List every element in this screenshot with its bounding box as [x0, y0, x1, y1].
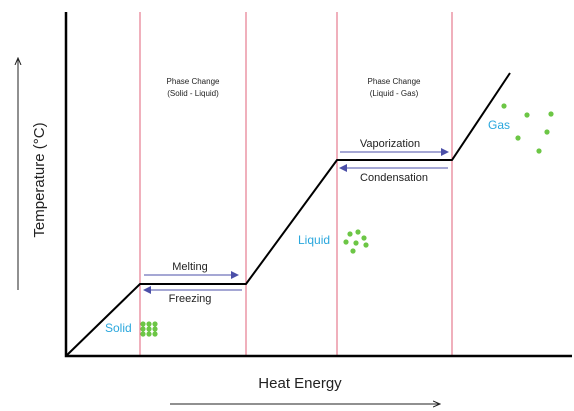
- process-label: Freezing: [169, 293, 212, 305]
- state-label: Solid: [105, 321, 132, 335]
- state-label: Liquid: [298, 233, 330, 247]
- heating-curve-line: [65, 72, 511, 357]
- process-label: Condensation: [360, 172, 428, 184]
- process-label: Melting: [172, 261, 207, 273]
- process-label: Vaporization: [360, 138, 420, 150]
- x-axis-label: Heat Energy: [258, 375, 342, 392]
- phase-title: Phase Change: [167, 77, 220, 86]
- phase-subtitle: (Solid - Liquid): [167, 89, 219, 98]
- solid-particles: [140, 321, 158, 337]
- phase-subtitle: (Liquid - Gas): [370, 89, 419, 98]
- liquid-particles: [343, 229, 369, 254]
- phase-title: Phase Change: [368, 77, 421, 86]
- phase-lines: [139, 12, 453, 356]
- y-axis-label: Temperature (°C): [31, 122, 48, 237]
- gas-particles: [501, 103, 554, 154]
- state-label: Gas: [488, 118, 510, 132]
